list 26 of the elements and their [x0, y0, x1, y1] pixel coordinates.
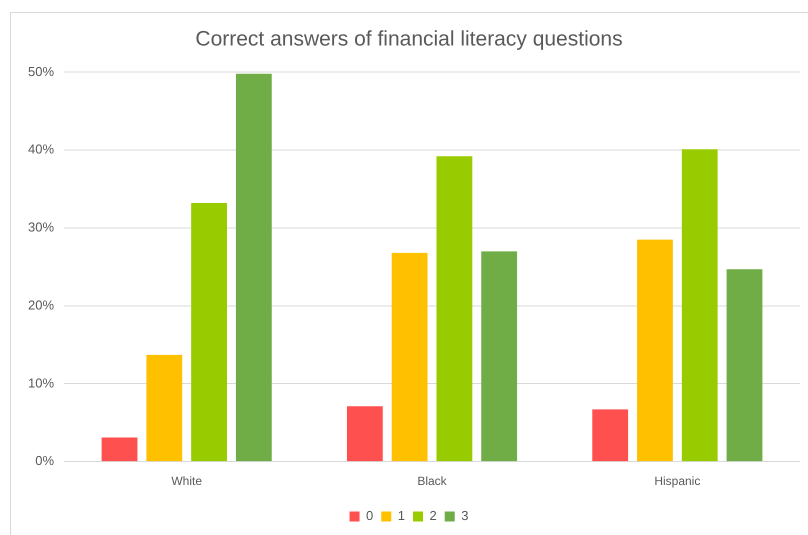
bar	[236, 74, 272, 462]
y-tick-label: 40%	[28, 142, 54, 157]
y-tick-label: 20%	[28, 297, 54, 312]
bar	[682, 149, 718, 462]
bar	[191, 203, 227, 462]
x-tick-label: Black	[417, 474, 448, 488]
bar	[592, 409, 628, 462]
bar	[346, 406, 383, 462]
y-tick-label: 30%	[28, 220, 54, 235]
bar	[726, 269, 762, 462]
legend-label: 1	[398, 508, 406, 524]
chart-title: Correct answers of financial literacy questions	[195, 27, 623, 50]
bar	[637, 240, 673, 462]
x-tick-label: White	[171, 474, 202, 488]
y-tick-label: 0%	[35, 453, 54, 468]
bar	[436, 156, 472, 462]
bar	[392, 252, 428, 462]
legend-label: 3	[461, 508, 468, 524]
bar	[481, 251, 518, 462]
bar	[146, 354, 182, 462]
y-tick-label: 50%	[28, 64, 54, 79]
y-tick-label: 10%	[28, 375, 54, 390]
bar	[102, 437, 138, 462]
x-tick-label: Hispanic	[654, 474, 700, 488]
legend-label: 0	[366, 508, 374, 524]
legend-label: 2	[430, 508, 437, 524]
